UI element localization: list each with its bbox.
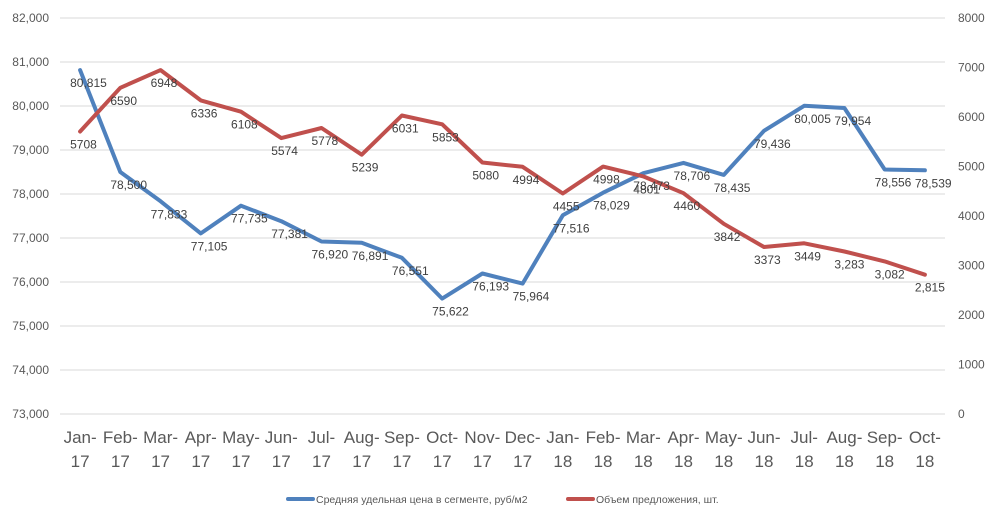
price-data-label: 79,954 — [834, 114, 871, 128]
right-tick-label: 8000 — [958, 11, 985, 25]
series-lines — [78, 68, 927, 301]
x-tick-label: Apr-17 — [185, 428, 217, 471]
supply-data-label: 6948 — [151, 76, 178, 90]
supply-data-label: 3842 — [714, 230, 741, 244]
x-tick-label: Jun-17 — [265, 428, 298, 471]
x-tick-label: Jul-17 — [308, 428, 335, 471]
supply-data-label: 3373 — [754, 253, 781, 267]
supply-data-label: 6108 — [231, 118, 258, 132]
left-tick-label: 73,000 — [12, 407, 49, 421]
left-tick-label: 78,000 — [12, 187, 49, 201]
supply-data-label: 6031 — [392, 121, 419, 135]
data-labels: 80,815 78,500 77,833 77,10577,73577,38176,9… — [70, 76, 952, 319]
x-tick-label: May-17 — [222, 428, 260, 471]
right-tick-label: 6000 — [958, 110, 985, 124]
x-tick-label: Jan-17 — [64, 428, 97, 471]
supply-data-label: 5239 — [352, 161, 379, 175]
x-tick-label: Nov-17 — [464, 428, 500, 471]
supply-data-label: 4994 — [513, 173, 540, 187]
x-tick-label: May-18 — [705, 428, 743, 471]
supply-data-label: 4801 — [633, 182, 660, 196]
x-tick-label: Sep-17 — [384, 428, 420, 471]
legend-label-price: Средняя удельная цена в сегменте, руб/м2 — [316, 494, 528, 506]
price-data-label: 78,500 — [110, 178, 147, 192]
price-data-label: 76,920 — [311, 248, 348, 262]
price-data-label: 77,516 — [553, 221, 590, 235]
x-tick-label: Aug-18 — [826, 428, 862, 471]
x-tick-label: Sep-18 — [867, 428, 903, 471]
right-tick-label: 1000 — [958, 358, 985, 372]
supply-data-label: 2,815 — [915, 281, 945, 295]
supply-data-label: 5080 — [472, 169, 499, 183]
price-data-label: 76,891 — [352, 249, 389, 263]
legend-label-supply: Объем предложения, шт. — [596, 494, 719, 506]
price-data-label: 77,105 — [191, 239, 228, 253]
gridlines — [60, 17, 945, 415]
price-data-label: 78,473 — [633, 179, 670, 193]
price-data-label: 78,706 — [674, 169, 711, 183]
supply-data-label: 4460 — [674, 199, 701, 213]
supply-data-label: 5778 — [311, 134, 338, 148]
supply-data-label: 6590 — [110, 94, 137, 108]
supply-series-line — [78, 68, 927, 277]
right-tick-label: 0 — [958, 407, 965, 421]
legend: Средняя удельная цена в сегменте, руб/м2… — [286, 494, 719, 506]
x-tick-label: Dec-17 — [505, 428, 541, 471]
x-tick-label: Jun-18 — [747, 428, 780, 471]
x-tick-label: Oct-17 — [426, 428, 458, 471]
supply-data-label: 5853 — [432, 130, 459, 144]
price-data-label: 77,833 — [151, 207, 188, 221]
x-tick-label: Oct-18 — [909, 428, 941, 471]
price-data-label: 78,539 — [915, 176, 952, 190]
x-tick-label: Feb-17 — [103, 428, 138, 471]
left-tick-label: 75,000 — [12, 319, 49, 333]
left-tick-label: 82,000 — [12, 11, 49, 25]
left-tick-label: 77,000 — [12, 231, 49, 245]
price-data-label: 75,622 — [432, 305, 469, 319]
supply-data-label: 4455 — [553, 199, 580, 213]
price-data-label: 77,735 — [231, 212, 268, 226]
price-data-label: 80,005 — [794, 112, 831, 126]
left-axis-ticks: 73,000 74,000 75,000 76,000 77,000 78,000 79,0… — [12, 11, 49, 421]
x-tick-label: Mar-18 — [626, 428, 661, 471]
supply-data-label: 3449 — [794, 249, 821, 263]
right-tick-label: 3000 — [958, 259, 985, 273]
left-tick-label: 81,000 — [12, 55, 49, 69]
left-tick-label: 79,000 — [12, 143, 49, 157]
x-tick-label: Feb-18 — [586, 428, 621, 471]
price-data-label: 78,556 — [875, 176, 912, 190]
supply-data-label: 4998 — [593, 173, 620, 187]
supply-data-label: 3,082 — [875, 267, 905, 281]
right-tick-label: 5000 — [958, 160, 985, 174]
left-tick-label: 80,000 — [12, 99, 49, 113]
right-tick-label: 7000 — [958, 61, 985, 75]
price-data-label: 76,551 — [392, 264, 429, 278]
price-data-label: 77,381 — [271, 227, 308, 241]
supply-data-label: 5574 — [271, 144, 298, 158]
price-data-label: 76,193 — [472, 280, 509, 294]
supply-data-label: 5708 — [70, 137, 97, 151]
right-tick-label: 2000 — [958, 308, 985, 322]
price-data-label: 80,815 — [70, 76, 107, 90]
x-tick-label: Mar-17 — [143, 428, 178, 471]
price-series-line — [78, 68, 927, 301]
right-axis-ticks: 0 1000 2000 3000 4000 5000 6000 7000 8000 — [958, 11, 985, 421]
supply-data-label: 6336 — [191, 106, 218, 120]
supply-data-label: 3,283 — [834, 257, 864, 271]
x-tick-label: Jan-18 — [546, 428, 579, 471]
x-tick-label: Aug-17 — [344, 428, 380, 471]
x-tick-label: Apr-18 — [667, 428, 699, 471]
left-tick-label: 76,000 — [12, 275, 49, 289]
price-data-label: 78,029 — [593, 199, 630, 213]
right-tick-label: 4000 — [958, 209, 985, 223]
price-data-label: 79,436 — [754, 137, 791, 151]
price-data-label: 78,435 — [714, 181, 751, 195]
x-tick-label: Jul-18 — [791, 428, 818, 471]
left-tick-label: 74,000 — [12, 363, 49, 377]
price-data-label: 75,964 — [513, 290, 550, 304]
